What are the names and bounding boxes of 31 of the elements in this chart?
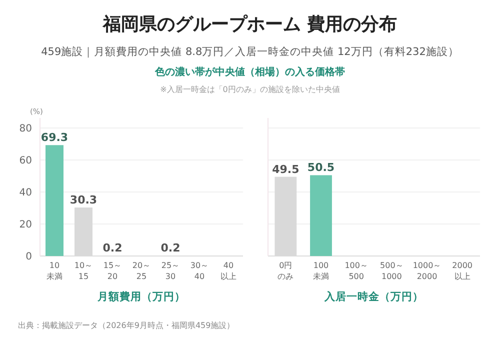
text: 色の濃い帯が中央値（相場）の入る価格帯: [154, 66, 345, 78]
x-tick-label: 10～15: [74, 261, 93, 281]
text: ※入居一時金は「0円のみ」の施設を除いた中央値: [160, 85, 340, 94]
x-tick-label: 500～1000: [380, 261, 404, 281]
x-axis-title: 入居一時金（万円）: [324, 290, 424, 303]
data-label: 0.2: [160, 242, 180, 255]
y-tick-label: 0: [26, 252, 32, 262]
x-tick-label: 2000以上: [452, 261, 473, 281]
y-tick-label: 80: [19, 124, 32, 134]
data-label: 0.2: [102, 242, 122, 255]
x-axis-title: 月額費用（万円）: [96, 290, 186, 303]
x-tick-label: 100未満: [313, 261, 329, 281]
y-tick-label: 40: [19, 188, 32, 198]
data-label: 69.3: [40, 131, 68, 144]
y-tick-label: 20: [19, 220, 32, 230]
x-tick-label: 100～500: [344, 261, 368, 281]
y-tick-label: 60: [19, 156, 32, 166]
data-label: 49.5: [272, 162, 300, 176]
data-label: 50.5: [307, 161, 335, 174]
x-tick-label: 40以上: [220, 261, 236, 281]
source-note: 出典：掲載施設データ（2026年9月時点・福岡県459施設）: [18, 321, 235, 330]
x-tick-label: 1000～2000: [412, 261, 442, 281]
x-tick-label: 20～25: [132, 261, 151, 281]
x-tick-label: 10未満: [46, 261, 62, 281]
data-label: 30.3: [70, 194, 98, 207]
chart-title: 福岡県のグループホーム 費用の分布: [102, 14, 398, 35]
x-tick-label: 30～40: [190, 261, 209, 281]
x-tick-label: 25～30: [161, 261, 180, 281]
x-tick-label: 15～20: [103, 261, 122, 281]
x-tick-label: 0円のみ: [278, 261, 294, 281]
chart-subtitle: 459施設｜月額費用の中央値 8.8万円／入居一時金の中央値 12万円（有料232施設）: [41, 45, 459, 58]
